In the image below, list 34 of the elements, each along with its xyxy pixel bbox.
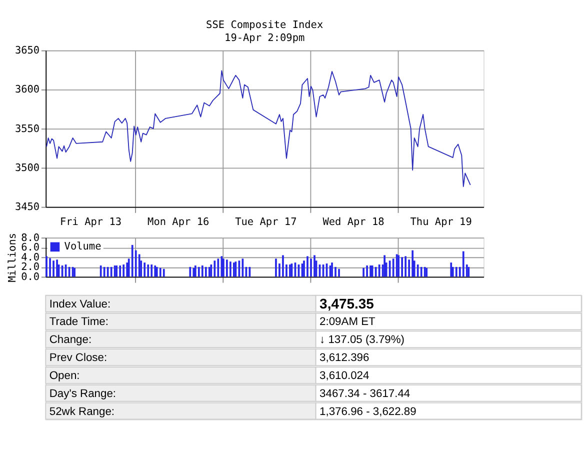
y-tick-label: 3650 <box>14 44 40 57</box>
text: 3467.34 - 3617.44 <box>320 388 410 400</box>
y-axis-title: Millions <box>6 232 18 282</box>
line-series <box>46 70 471 187</box>
y-tick-label: 3550 <box>14 122 40 135</box>
y-tick-label: 3500 <box>14 162 40 174</box>
text: 2:09AM ET <box>320 316 376 328</box>
x-tick-label: Thu Apr 19 <box>410 216 472 228</box>
y-tick-label: 2.0 <box>21 261 40 274</box>
text: 3,612.396 <box>320 352 370 364</box>
y-tick-label: 4.0 <box>21 251 40 264</box>
x-tick-label: Tue Apr 17 <box>235 216 297 228</box>
text: 1,376.96 - 3,622.89 <box>320 406 416 418</box>
text: 52wk Range: <box>49 406 114 418</box>
text: Open: <box>49 370 80 382</box>
text: Prev Close: <box>49 352 108 364</box>
text: 3,475.35 <box>320 295 374 312</box>
x-tick-label: Wed Apr 18 <box>322 216 384 228</box>
text: Index Value: <box>49 298 111 310</box>
y-tick-label: 6.0 <box>21 242 40 254</box>
text: 3,610.024 <box>320 370 370 382</box>
text: Day's Range: <box>49 388 116 400</box>
y-tick-label: 0.0 <box>21 270 40 283</box>
chart-title: SSE Composite Index <box>206 18 324 31</box>
text: Change: <box>49 334 92 346</box>
chart-subtitle: 19-Apr 2:09pm <box>224 32 305 44</box>
x-tick-label: Fri Apr 13 <box>60 216 122 228</box>
y-tick-label: 3600 <box>14 84 40 96</box>
y-tick-label: 8.0 <box>21 232 40 244</box>
legend-label: Volume <box>64 240 102 253</box>
text: ↓ 137.05 (3.79%) <box>320 334 405 346</box>
text: Trade Time: <box>49 316 108 328</box>
x-tick-label: Mon Apr 16 <box>148 216 210 228</box>
y-tick-label: 3450 <box>14 201 40 214</box>
